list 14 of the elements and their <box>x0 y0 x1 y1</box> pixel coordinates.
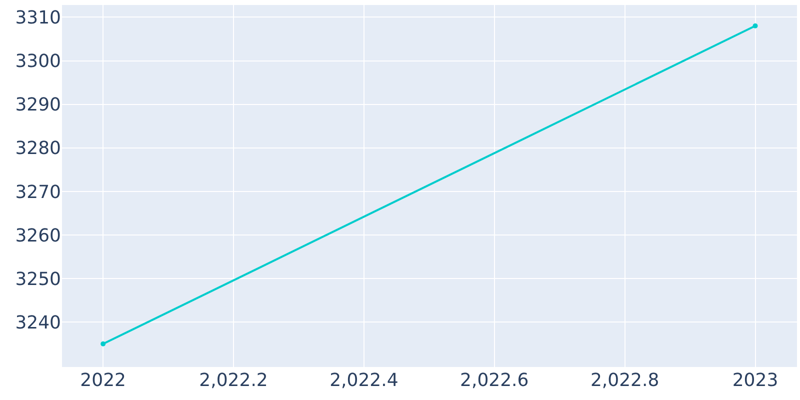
y-tick-label: 3260 <box>15 225 61 246</box>
y-tick-label: 3300 <box>15 51 61 72</box>
y-tick-label: 3310 <box>15 8 61 28</box>
y-tick-label: 3240 <box>15 312 61 334</box>
x-tick-label: 2022 <box>80 370 126 391</box>
x-tick-label: 2023 <box>732 370 778 391</box>
y-tick-label: 3270 <box>15 182 61 203</box>
x-tick-label: 2,022.2 <box>199 370 268 391</box>
y-tick-label: 3250 <box>15 268 61 290</box>
x-tick-label: 2,022.8 <box>590 370 660 391</box>
x-tick-label: 2,022.4 <box>330 370 398 391</box>
y-tick-label: 3290 <box>15 94 61 116</box>
x-tick-label: 2,022.6 <box>460 370 529 391</box>
y-tick-label: 3280 <box>15 138 61 160</box>
